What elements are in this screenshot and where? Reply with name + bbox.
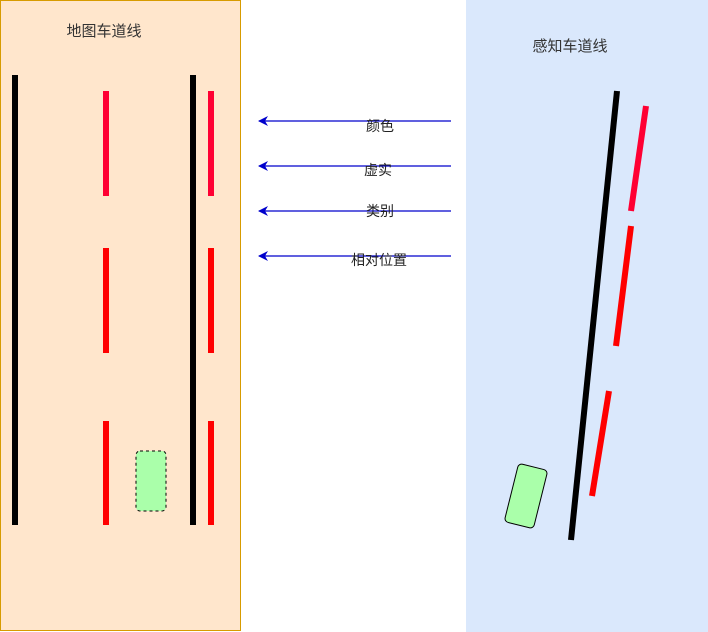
perception-panel-title: 感知车道线 bbox=[532, 37, 607, 55]
attribute-arrow-color: 颜色 bbox=[258, 116, 451, 135]
attribute-arrow-category: 类别 bbox=[258, 204, 451, 220]
map-lanes-panel: 地图车道线 bbox=[0, 0, 241, 631]
attribute-arrow-relative-position: 相对位置 bbox=[258, 251, 451, 269]
perception-dashed-lane-segment bbox=[613, 225, 634, 347]
attribute-label-color: 颜色 bbox=[366, 118, 394, 135]
perception-panel-background bbox=[466, 0, 708, 632]
perception-dashed-lane-segment bbox=[628, 105, 649, 212]
map-vehicle bbox=[135, 450, 167, 512]
map-panel-title: 地图车道线 bbox=[66, 22, 141, 40]
perception-solid-lane bbox=[568, 90, 620, 541]
attribute-label-dash-style: 虚实 bbox=[364, 163, 392, 179]
attribute-arrow-dash-style: 虚实 bbox=[258, 161, 451, 179]
attribute-label-relative-position: 相对位置 bbox=[351, 253, 407, 269]
perception-vehicle bbox=[504, 463, 548, 529]
perception-dashed-lane-segment bbox=[589, 390, 612, 497]
attribute-arrows: 颜色 虚实 类别 相对位置 bbox=[258, 116, 451, 269]
perception-lanes-panel: 感知车道线 bbox=[466, 0, 708, 632]
attribute-label-category: 类别 bbox=[366, 204, 394, 220]
map-panel-background bbox=[0, 0, 241, 631]
